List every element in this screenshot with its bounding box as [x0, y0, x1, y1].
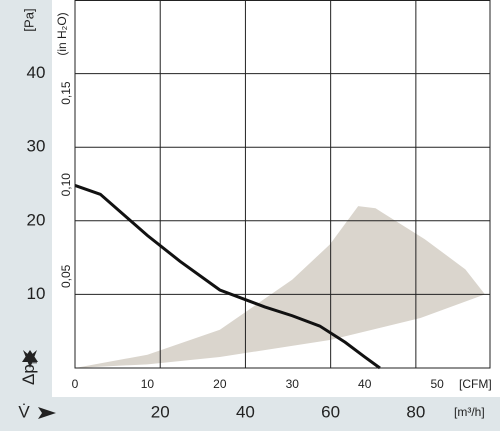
x2-tick-label: 20	[151, 402, 170, 421]
bottom-band	[0, 397, 500, 431]
x2-unit: [m³/h]	[454, 405, 485, 419]
x2-tick-label: 60	[321, 402, 340, 421]
y2-tick-label: 0,15	[59, 81, 73, 105]
y2-tick-label: 0,10	[59, 173, 73, 197]
y-tick-label: 30	[27, 137, 46, 156]
y-unit: [Pa]	[21, 8, 36, 31]
y-symbol: Δpf	[19, 360, 39, 385]
y-symbol-sub: f	[28, 360, 40, 364]
x-arrow	[38, 407, 56, 419]
y-tick-label: 10	[27, 284, 46, 303]
x-tick-label: 20	[213, 377, 227, 391]
y-tick-label: 40	[27, 63, 46, 82]
operating-area	[75, 206, 485, 368]
x2-tick-label: 40	[236, 402, 255, 421]
y-symbol-main: Δp	[19, 364, 38, 385]
x-tick-label: 30	[286, 377, 300, 391]
x-tick-label: 0	[72, 377, 79, 391]
y-tick-label: 20	[27, 210, 46, 229]
x-tick-label: 10	[141, 377, 155, 391]
plot-frame	[74, 0, 491, 369]
y2-tick-label: 0,05	[59, 264, 73, 288]
x-unit: [CFM]	[459, 377, 492, 391]
y2-unit: (in H₂O)	[55, 12, 69, 55]
x-tick-label: 50	[430, 377, 444, 391]
x-tick-label: 40	[358, 377, 372, 391]
x2-tick-label: 80	[406, 402, 425, 421]
x-symbol: V̇	[18, 402, 30, 421]
y-arrow-head	[23, 350, 37, 368]
fan-curve	[74, 184, 381, 370]
plot-area	[74, 0, 490, 370]
